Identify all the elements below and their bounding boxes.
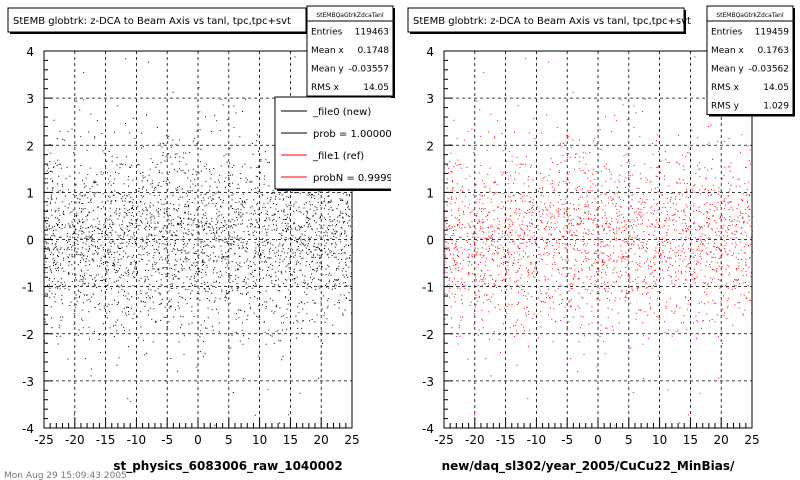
stats-label: Entries [311,28,343,38]
stats-label: Mean y [711,65,744,75]
stats-value: -0.03562 [749,65,789,75]
y-tick-label: -2 [22,328,34,342]
y-tick-label: 2 [26,139,34,153]
y-tick-label: -4 [22,422,34,436]
y-tick-label: 2 [426,139,434,153]
x-tick-label: 10 [252,433,267,447]
stats-box-name: StEMBQaGtrkZdcaTanl [716,12,784,19]
x-tick-label: -20 [465,433,485,447]
y-tick-label: 0 [426,234,434,248]
y-tick-label: 3 [426,92,434,106]
y-tick-label: -1 [422,281,434,295]
stats-value: 119463 [355,28,389,38]
stats-value: 0.1748 [358,46,390,56]
y-axis: -4 -3 -2 -1 0 1 2 3 4 [422,45,453,436]
x-tick-label: -10 [127,433,147,447]
footer-timestamp: Mon Aug 29 15:09:43 2005 [4,471,127,480]
x-tick-label: -5 [161,433,173,447]
x-tick-label: 0 [194,433,202,447]
y-axis: -4 -3 -2 -1 0 1 2 3 4 [22,45,53,436]
x-tick-label: -10 [527,433,547,447]
x-axis: -25 -20 -15 -10 -5 0 5 10 15 20 25 [434,418,760,447]
legend-entry: _file1 (ref) [312,151,364,162]
grid-lines [444,51,752,428]
x-tick-label: 10 [652,433,667,447]
legend-entry: probN = 0.999970 [313,173,406,184]
plot-title: StEMB globtrk: z-DCA to Beam Axis vs tan… [413,16,691,27]
scatter-points [444,56,753,426]
x-tick-label: 0 [594,433,602,447]
stats-label: RMS x [311,83,340,93]
x-tick-label: 25 [344,433,359,447]
y-tick-label: 4 [26,45,34,59]
stats-label: Mean x [311,46,344,56]
plot-title: StEMB globtrk: z-DCA to Beam Axis vs tan… [13,16,291,27]
y-tick-label: -3 [422,375,434,389]
legend: _file0 (new) prob = 1.000000 _file1 (ref) p… [274,96,406,191]
legend-entry: _file0 (new) [312,107,371,118]
y-tick-label: -2 [422,328,434,342]
plot-title-box: StEMB globtrk: z-DCA to Beam Axis vs tan… [407,7,691,34]
x-tick-label: -15 [96,433,116,447]
x-tick-label: 5 [625,433,633,447]
stats-box: StEMBQaGtrkZdcaTanl Entries 119459 Mean x 0.… [706,5,795,117]
stats-label: Mean x [711,46,744,56]
x-tick-label: 20 [314,433,329,447]
stats-value: 1.029 [763,102,789,112]
scatter-points [44,56,353,426]
scatter-point-cloud [444,56,753,426]
legend-entry: prob = 1.000000 [313,129,398,140]
y-tick-label: -1 [22,281,34,295]
x-axis-label: st_physics_6083006_raw_1040002 [113,459,342,474]
x-tick-label: 20 [714,433,729,447]
y-tick-label: 1 [426,186,434,200]
x-axis-label: new/daq_sl302/year_2005/CuCu22_MinBias/ [442,459,735,474]
y-tick-label: 3 [26,92,34,106]
x-tick-label: -25 [434,433,454,447]
x-tick-label: 15 [683,433,698,447]
stats-label: Entries [711,28,743,38]
stats-label: RMS y [711,102,740,112]
plot-title-box: StEMB globtrk: z-DCA to Beam Axis vs tan… [7,7,308,34]
stats-value: -0.03557 [349,65,389,75]
x-tick-label: 5 [225,433,233,447]
x-tick-label: -5 [561,433,573,447]
stats-box: StEMBQaGtrkZdcaTanl Entries 119463 Mean x 0.… [306,5,395,98]
y-tick-label: 0 [26,234,34,248]
stats-value: 119459 [755,28,790,38]
x-tick-label: -15 [496,433,516,447]
x-tick-label: -25 [34,433,54,447]
y-tick-label: -4 [422,422,434,436]
stats-value: 0.1763 [758,46,790,56]
x-tick-label: 15 [283,433,298,447]
stats-box-name: StEMBQaGtrkZdcaTanl [316,12,384,19]
stats-value: 14.05 [763,83,789,93]
histogram-panel-2: -25 -20 -15 -10 -5 0 5 10 15 20 25-4-3-2-101234StE… [407,5,795,474]
histogram-panel-1: -25 -20 -15 -10 -5 0 5 10 15 20 25-4-3-2-101234StE… [7,5,395,474]
stats-label: Mean y [311,65,344,75]
stats-value: 14.05 [363,83,389,93]
y-tick-label: 1 [26,186,34,200]
stats-label: RMS x [711,83,740,93]
y-tick-label: 4 [426,45,434,59]
y-tick-label: -3 [22,375,34,389]
x-axis: -25 -20 -15 -10 -5 0 5 10 15 20 25 [34,418,360,447]
x-tick-label: 25 [744,433,759,447]
x-tick-label: -20 [65,433,85,447]
scatter-point-cloud [44,56,353,426]
